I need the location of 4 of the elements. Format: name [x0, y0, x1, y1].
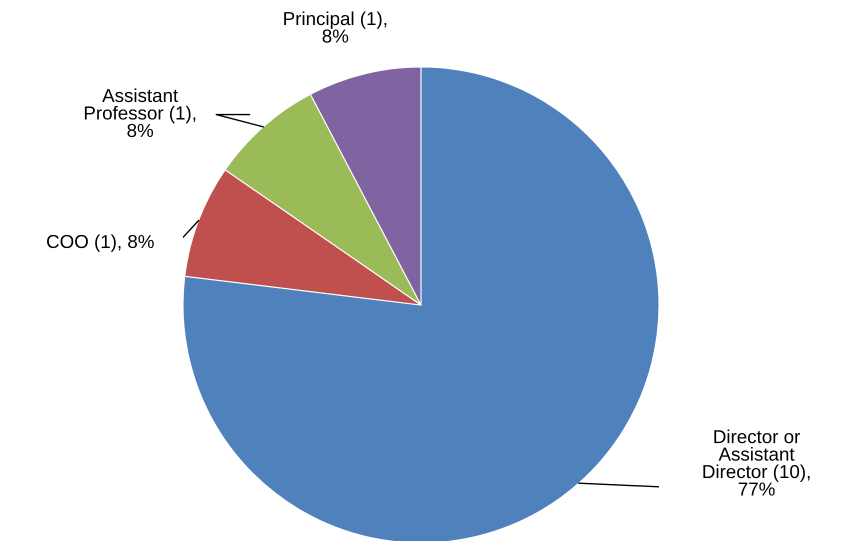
slice-label: Director or Assistant Director (10), 77%	[703, 430, 810, 496]
slice-label: COO (1), 8%	[47, 234, 154, 252]
slice-label: Principal (1), 8%	[284, 11, 386, 43]
slice-label: Assistant Professor (1), 8%	[84, 88, 196, 138]
